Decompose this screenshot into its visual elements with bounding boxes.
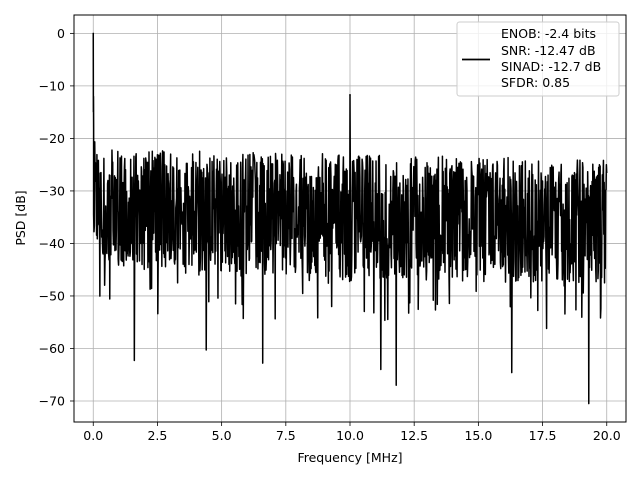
psd-series-line [92, 33, 608, 405]
x-tick-label: 10.0 [336, 428, 364, 443]
legend: ENOB: -2.4 bits SNR: -12.47 dB SINAD: -1… [456, 21, 620, 97]
x-tick-label: 0.0 [83, 428, 103, 443]
peak-point [349, 94, 351, 96]
ticks: 0.0 2.5 5.0 7.5 10.0 12.5 15.0 17.5 20.0 0 −10 −20 −… [39, 26, 621, 443]
x-tick-label: 15.0 [464, 428, 492, 443]
y-tick-label: −70 [39, 393, 65, 408]
y-tick-label: −30 [39, 183, 65, 198]
y-tick-label: −40 [39, 236, 65, 251]
peak-point [92, 32, 95, 35]
legend-entry-sinad: SINAD: -12.7 dB [501, 59, 601, 74]
y-tick-label: −50 [39, 288, 65, 303]
x-tick-label: 20.0 [593, 428, 621, 443]
y-tick-label: 0 [57, 26, 65, 41]
y-tick-label: −20 [39, 131, 65, 146]
legend-entry-snr: SNR: -12.47 dB [501, 43, 596, 58]
legend-entry-sfdr: SFDR: 0.85 [501, 75, 570, 90]
legend-box [456, 21, 620, 97]
x-axis-label: Frequency [MHz] [297, 450, 402, 465]
series-group [92, 32, 608, 405]
x-tick-label: 17.5 [529, 428, 557, 443]
x-tick-label: 2.5 [147, 428, 167, 443]
y-tick-label: −10 [39, 78, 65, 93]
x-tick-label: 5.0 [212, 428, 232, 443]
y-tick-label: −60 [39, 341, 65, 356]
x-tick-label: 12.5 [400, 428, 428, 443]
y-axis-label: PSD [dB] [13, 190, 28, 245]
x-tick-label: 7.5 [276, 428, 296, 443]
legend-entry-enob: ENOB: -2.4 bits [501, 26, 596, 41]
